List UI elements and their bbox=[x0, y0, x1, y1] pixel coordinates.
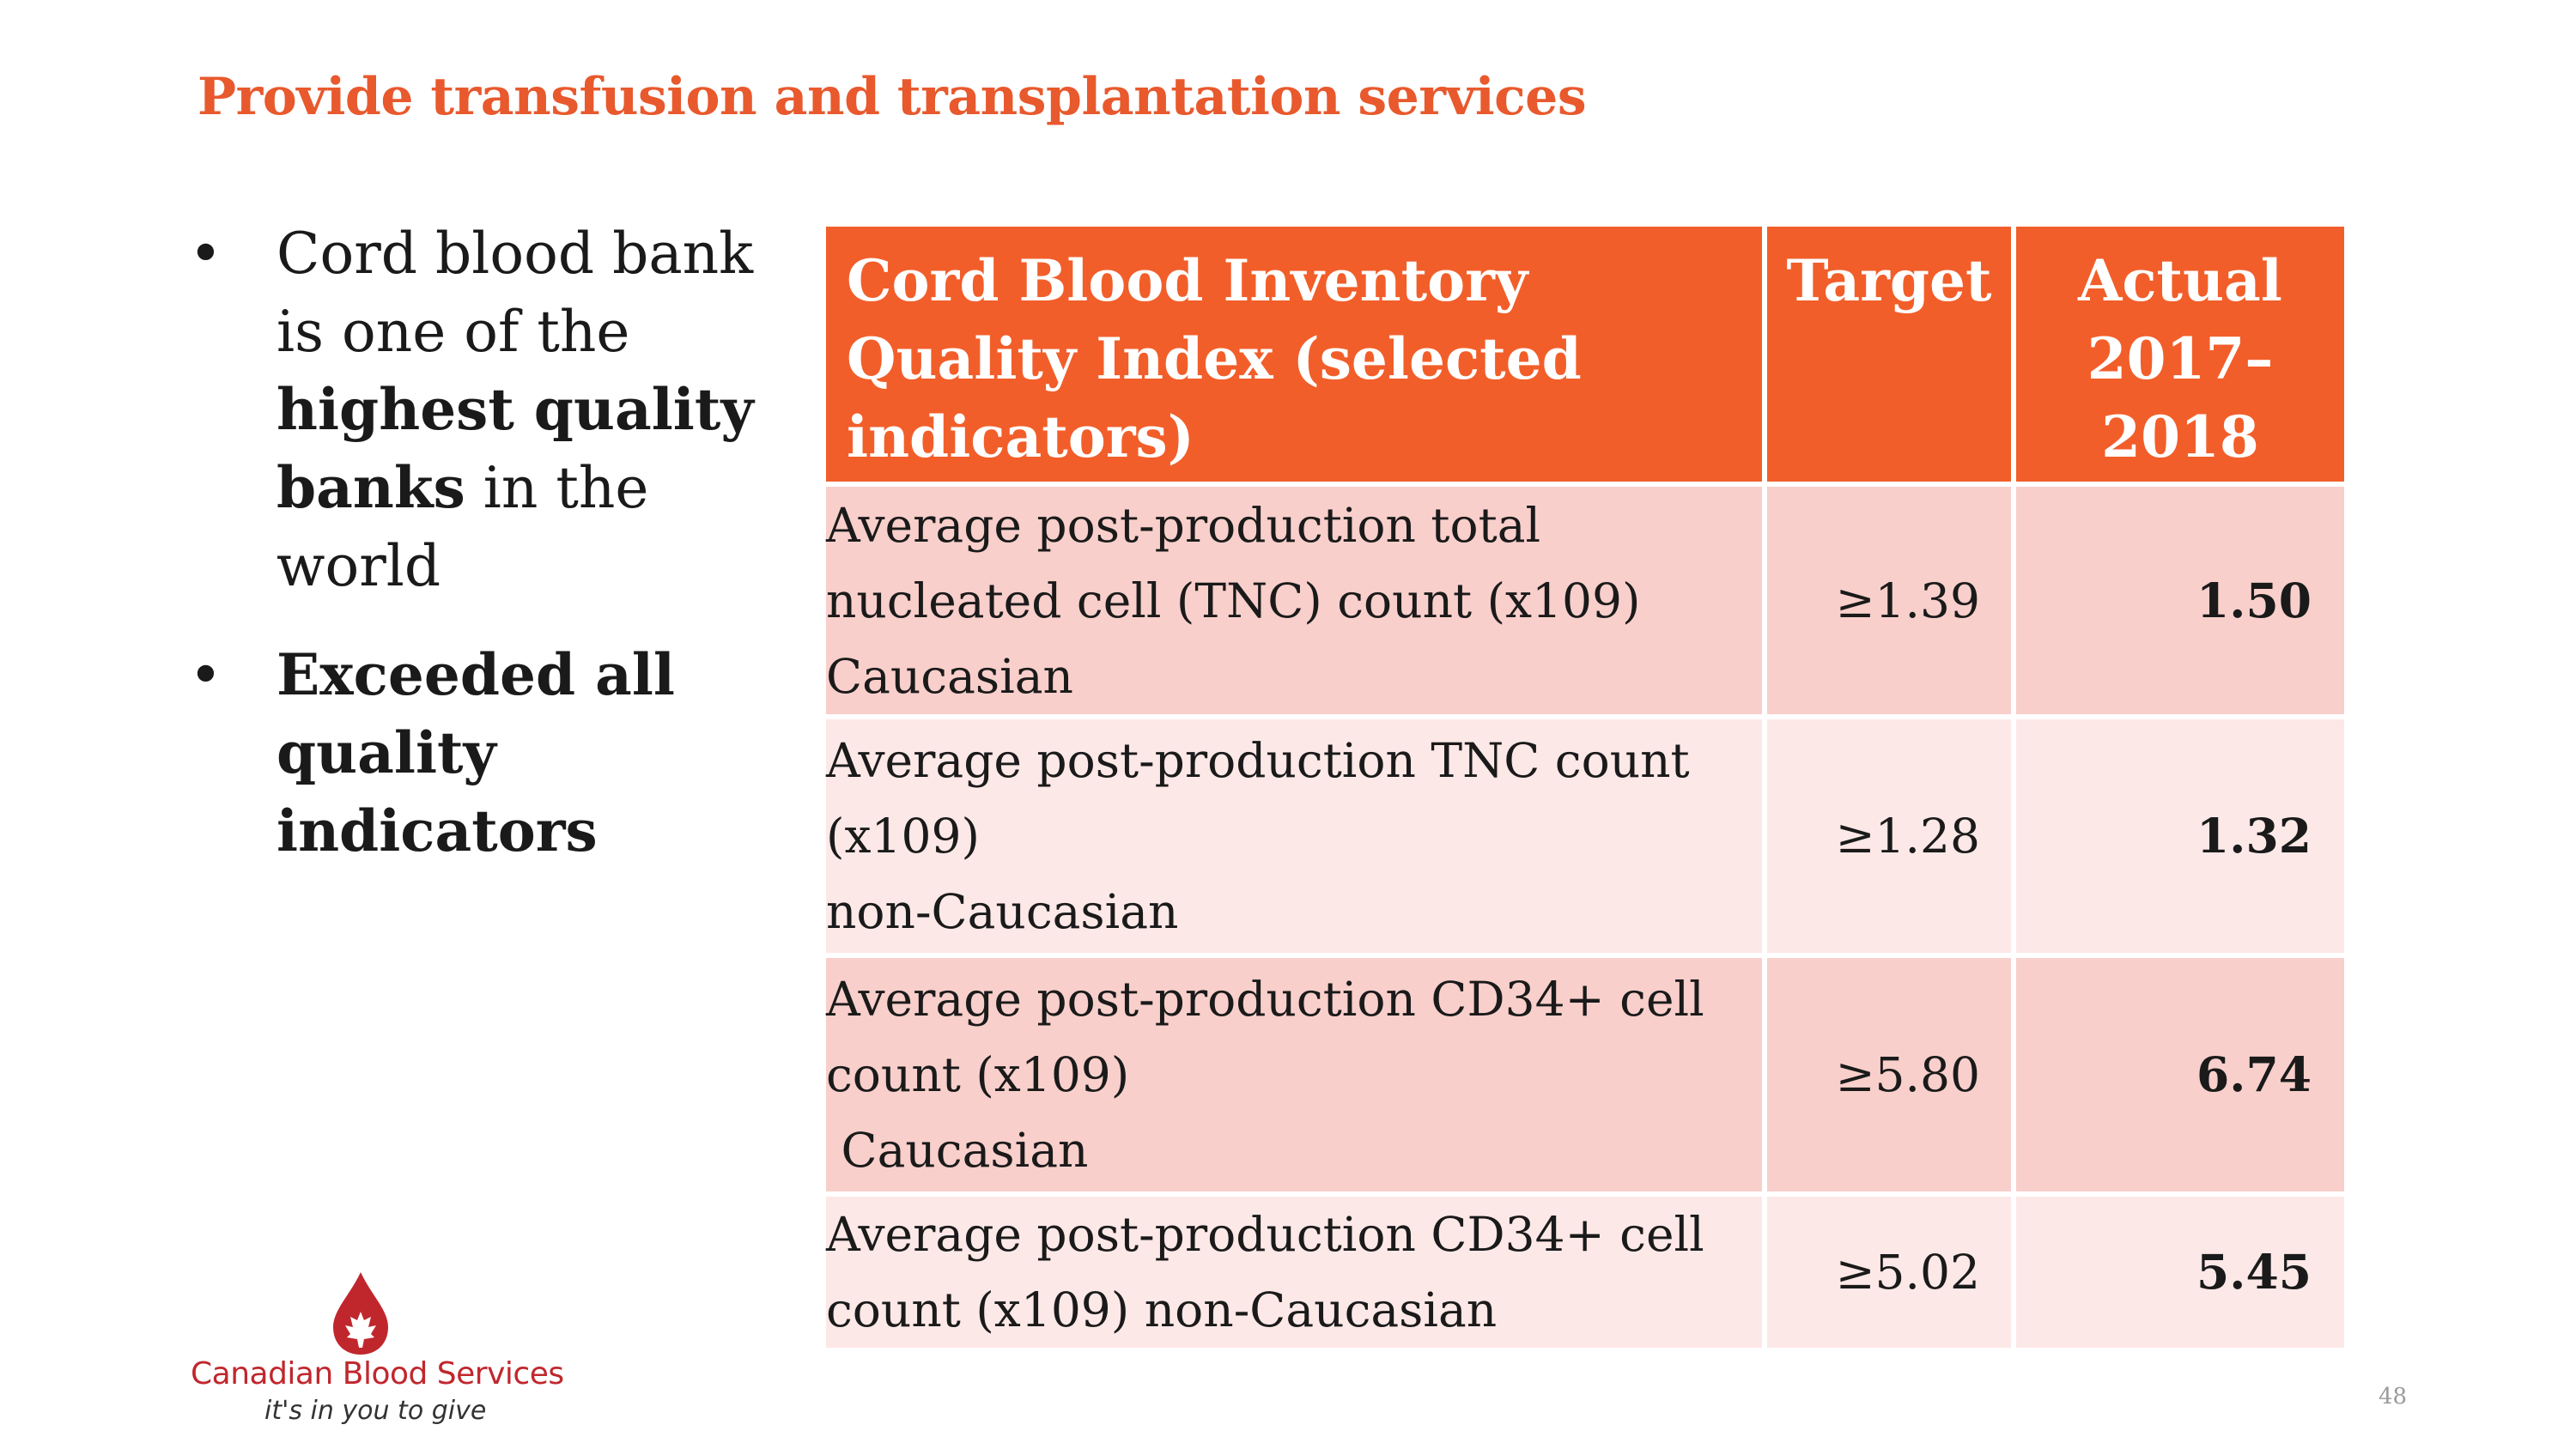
indicator-line: non-Caucasian bbox=[826, 884, 1179, 939]
bullet-item-exceeded: • Exceeded all quality indicators bbox=[189, 636, 790, 870]
indicator-line: Caucasian bbox=[826, 1123, 1089, 1178]
bullet-item-quality-bank: • Cord blood bank is one of the highest … bbox=[189, 215, 790, 605]
table-row: Average post-production total nucleated … bbox=[826, 487, 2344, 714]
bullet-marker: • bbox=[189, 221, 222, 287]
indicator-line: (x109) bbox=[826, 809, 980, 864]
actual-value: 1.50 bbox=[2016, 487, 2344, 714]
indicator-line: Average post-production total bbox=[826, 497, 1541, 553]
table-row: Average post-production CD34+ cell count… bbox=[826, 1197, 2344, 1348]
bullet-text-part1: Cord blood bank is one of the bbox=[276, 221, 754, 365]
indicator-cell: Average post-production CD34+ cell count… bbox=[826, 958, 1762, 1191]
target-value: ≥5.80 bbox=[1767, 958, 2011, 1191]
table-row: Average post-production TNC count (x109)… bbox=[826, 719, 2344, 953]
quality-index-table: Cord Blood Inventory Quality Index (sele… bbox=[821, 221, 2349, 1353]
blood-drop-maple-leaf-icon bbox=[333, 1272, 388, 1355]
table-row: Average post-production CD34+ cell count… bbox=[826, 958, 2344, 1191]
canadian-blood-services-logo: Canadian Blood Services it's in you to g… bbox=[187, 1270, 564, 1434]
actual-value: 1.32 bbox=[2016, 719, 2344, 953]
header-indicator: Cord Blood Inventory Quality Index (sele… bbox=[826, 227, 1762, 482]
slide-title: Provide transfusion and transplantation … bbox=[197, 67, 1587, 127]
indicator-line: Average post-production TNC count bbox=[826, 733, 1690, 788]
header-actual: Actual 2017–2018 bbox=[2016, 227, 2344, 482]
page-number: 48 bbox=[2379, 1384, 2408, 1410]
bullet-text-bold: highest quality banks bbox=[276, 376, 754, 521]
target-value: ≥1.39 bbox=[1767, 487, 2011, 714]
logo-name: Canadian Blood Services bbox=[191, 1356, 564, 1391]
indicator-cell: Average post-production total nucleated … bbox=[826, 487, 1762, 714]
bullet-marker: • bbox=[189, 642, 222, 708]
indicator-cell: Average post-production CD34+ cell count… bbox=[826, 1197, 1762, 1348]
logo-tagline: it's in you to give bbox=[264, 1396, 487, 1426]
table-header-row: Cord Blood Inventory Quality Index (sele… bbox=[826, 227, 2344, 482]
bullet-text: Cord blood bank is one of the highest qu… bbox=[276, 215, 790, 605]
header-target: Target bbox=[1767, 227, 2011, 482]
bullet-list: • Cord blood bank is one of the highest … bbox=[189, 215, 790, 901]
actual-value: 5.45 bbox=[2016, 1197, 2344, 1348]
indicator-cell: Average post-production TNC count (x109)… bbox=[826, 719, 1762, 953]
indicator-line: Average post-production CD34+ cell bbox=[826, 1207, 1704, 1262]
indicator-line: Average post-production CD34+ cell bbox=[826, 972, 1704, 1027]
bullet-text-bold: Exceeded all quality indicators bbox=[276, 641, 675, 864]
quality-table-container: Cord Blood Inventory Quality Index (sele… bbox=[826, 227, 2344, 1348]
target-value: ≥1.28 bbox=[1767, 719, 2011, 953]
indicator-line: count (x109) bbox=[826, 1047, 1130, 1102]
target-value: ≥5.02 bbox=[1767, 1197, 2011, 1348]
indicator-line: count (x109) non-Caucasian bbox=[826, 1282, 1498, 1337]
indicator-line: nucleated cell (TNC) count (x109) bbox=[826, 573, 1641, 628]
indicator-line: Caucasian bbox=[826, 648, 1073, 704]
bullet-text: Exceeded all quality indicators bbox=[276, 636, 790, 870]
actual-value: 6.74 bbox=[2016, 958, 2344, 1191]
bullet-text-part2: in the world bbox=[276, 455, 649, 599]
